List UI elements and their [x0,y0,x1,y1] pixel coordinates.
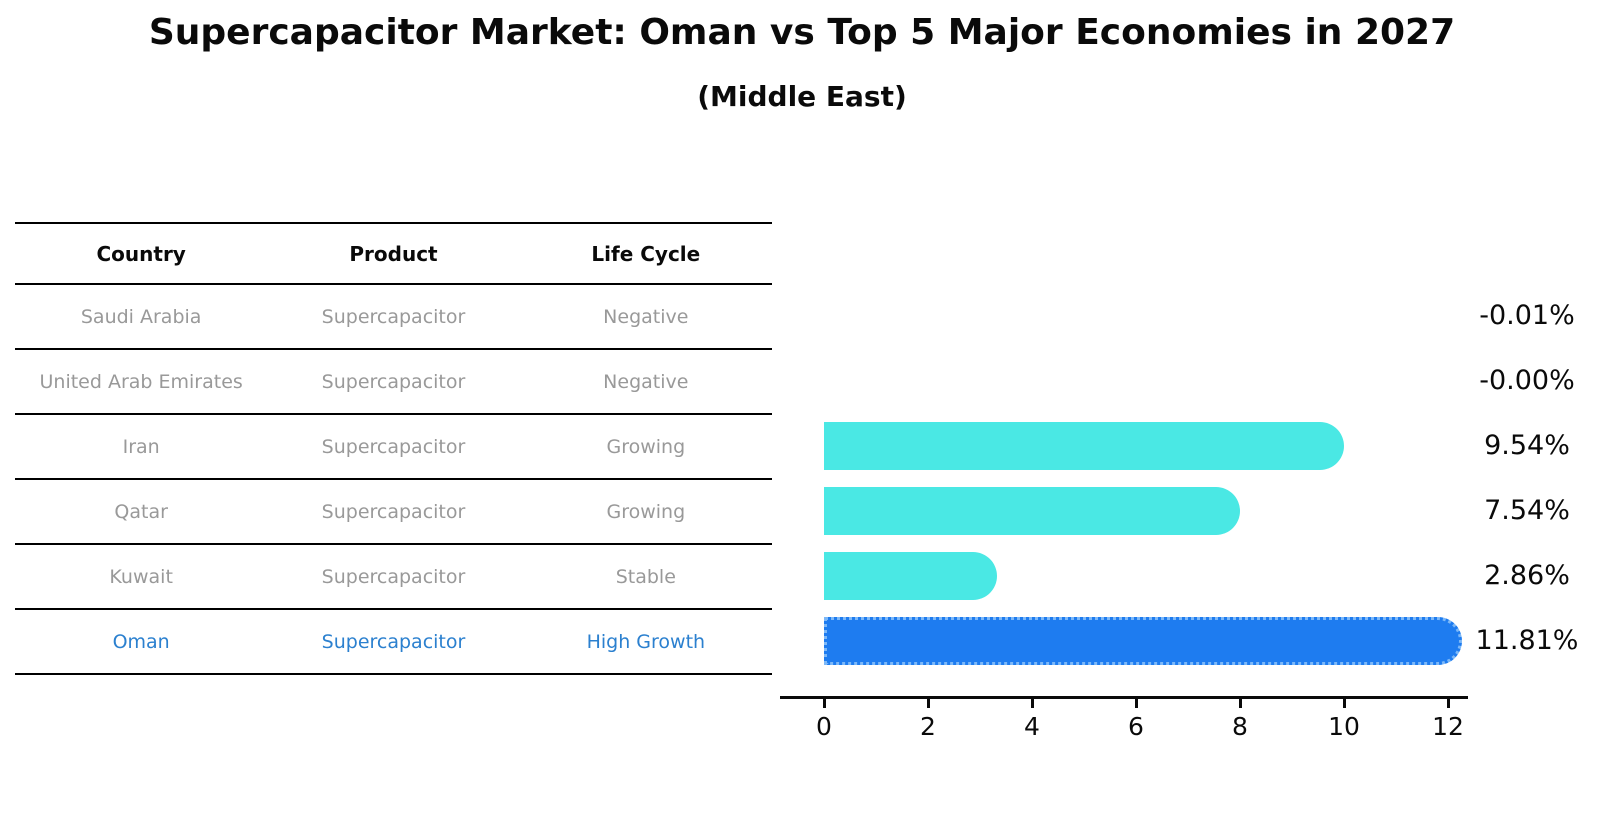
value-label-iran: 9.54% [1484,429,1570,461]
cell-life-cycle: Stable [615,565,676,588]
table-row: Qatar Supercapacitor Growing [15,480,772,545]
cell-country: Kuwait [109,565,173,588]
value-label-oman: 11.81% [1475,624,1579,656]
cell-country: Iran [122,435,160,458]
header-product: Product [349,241,438,266]
x-axis-line [780,696,1468,699]
value-label-saudi-arabia: -0.01% [1479,299,1575,331]
cell-life-cycle: Growing [606,435,686,458]
x-axis-tick [1135,699,1138,708]
x-axis-tick-label: 10 [1328,712,1360,741]
table-row: Saudi Arabia Supercapacitor Negative [15,285,772,350]
cell-country: United Arab Emirates [39,370,243,393]
bar-qatar [824,486,1241,535]
table-header-row: Country Product Life Cycle [15,224,772,285]
x-axis-tick [1343,699,1346,708]
header-life-cycle: Life Cycle [591,241,701,266]
x-axis-tick-label: 0 [816,712,832,741]
cell-product: Supercapacitor [321,435,466,458]
table-row: United Arab Emirates Supercapacitor Nega… [15,350,772,415]
cell-life-cycle: Negative [603,305,689,328]
x-axis-tick-label: 2 [920,712,936,741]
cell-country: Saudi Arabia [80,305,202,328]
x-axis-tick-label: 12 [1432,712,1464,741]
x-axis-tick-label: 4 [1024,712,1040,741]
bar-iran [824,421,1345,470]
cell-life-cycle: Growing [606,500,686,523]
x-axis-tick [927,699,930,708]
header-country: Country [96,241,186,266]
x-axis-tick [1239,699,1242,708]
x-axis-tick [1031,699,1034,708]
table-row-oman-highlight: Oman Supercapacitor High Growth [15,610,772,675]
cell-life-cycle: Negative [603,370,689,393]
x-axis-tick-label: 6 [1128,712,1144,741]
chart-subtitle: (Middle East) [697,80,907,113]
x-axis-tick [823,699,826,708]
cell-country: Oman [112,630,170,653]
x-axis-tick [1447,699,1450,708]
cell-product: Supercapacitor [321,500,466,523]
bar-kuwait [824,551,997,600]
table-row: Kuwait Supercapacitor Stable [15,545,772,610]
value-label-qatar: 7.54% [1484,494,1570,526]
chart-title: Supercapacitor Market: Oman vs Top 5 Maj… [148,12,1456,53]
table-row: Iran Supercapacitor Growing [15,415,772,480]
x-axis-tick-label: 8 [1232,712,1248,741]
country-table: Country Product Life Cycle Saudi Arabia … [15,222,772,675]
bar-oman [824,616,1463,665]
cell-product: Supercapacitor [321,565,466,588]
cell-country: Qatar [114,500,168,523]
cell-product: Supercapacitor [321,630,466,653]
value-label-united-arab-emirates: -0.00% [1479,364,1575,396]
cell-product: Supercapacitor [321,370,466,393]
value-label-kuwait: 2.86% [1484,559,1570,591]
cell-life-cycle: High Growth [586,630,706,653]
cell-product: Supercapacitor [321,305,466,328]
